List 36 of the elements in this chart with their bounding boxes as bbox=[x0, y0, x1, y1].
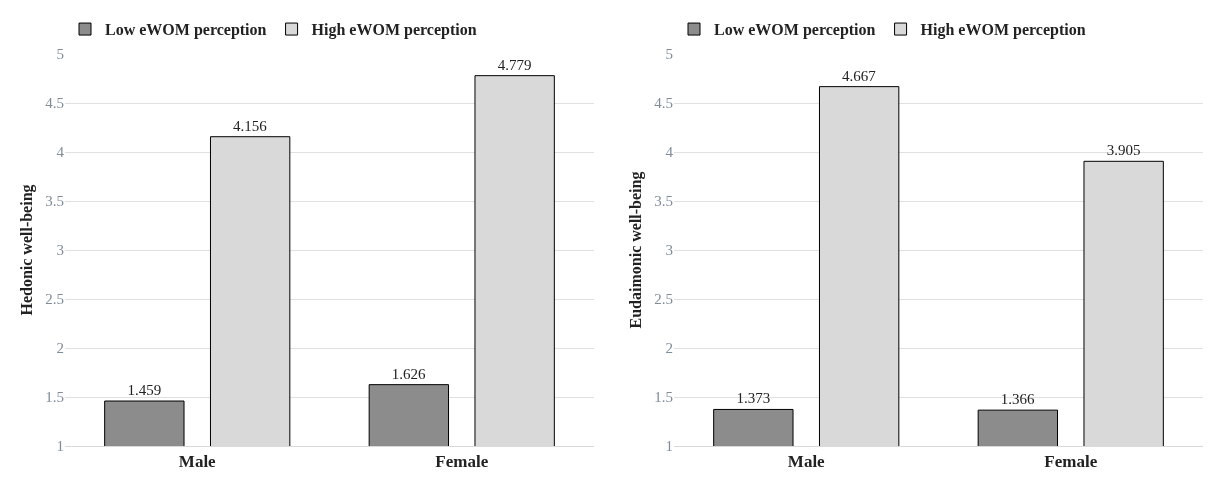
data-label: 4.667 bbox=[842, 67, 877, 84]
y-tick-label: 5 bbox=[56, 46, 64, 63]
y-tick-label: 1 bbox=[665, 438, 673, 455]
y-tick-label: 2.5 bbox=[654, 291, 673, 308]
y-tick-label: 3 bbox=[665, 242, 673, 259]
data-label: 1.373 bbox=[736, 390, 771, 407]
x-tick-label: Female bbox=[1044, 452, 1098, 472]
data-label: 1.626 bbox=[391, 365, 426, 382]
legend-label: Low eWOM perception bbox=[714, 21, 876, 40]
x-tick-label: Female bbox=[435, 452, 489, 472]
y-tick-label: 4 bbox=[665, 144, 674, 161]
data-label: 4.156 bbox=[233, 117, 268, 134]
legend-label: High eWOM perception bbox=[311, 21, 477, 40]
y-axis-title: Eudaimonic well-being bbox=[627, 171, 646, 329]
y-tick-label: 3.5 bbox=[45, 193, 64, 210]
y-tick-label: 4.5 bbox=[654, 95, 673, 112]
data-label: 3.905 bbox=[1106, 142, 1141, 159]
y-tick-label: 1.5 bbox=[654, 389, 673, 406]
y-tick-label: 4 bbox=[56, 144, 65, 161]
y-tick-label: 3.5 bbox=[654, 193, 673, 210]
legend-label: High eWOM perception bbox=[920, 21, 1086, 40]
x-tick-label: Male bbox=[787, 452, 826, 472]
y-tick-label: 1.5 bbox=[45, 389, 64, 406]
y-tick-label: 2.5 bbox=[45, 291, 64, 308]
data-label: 1.459 bbox=[127, 382, 162, 399]
y-axis-title: Hedonic well-being bbox=[18, 184, 37, 316]
legend-label: Low eWOM perception bbox=[105, 21, 267, 40]
y-tick-label: 3 bbox=[56, 242, 64, 259]
data-label: 1.366 bbox=[1000, 391, 1035, 408]
y-tick-label: 5 bbox=[665, 46, 673, 63]
data-label: 4.779 bbox=[497, 56, 532, 73]
y-tick-label: 1 bbox=[56, 438, 64, 455]
y-tick-label: 4.5 bbox=[45, 95, 64, 112]
x-tick-label: Male bbox=[178, 452, 217, 472]
y-tick-label: 2 bbox=[665, 340, 673, 357]
y-tick-label: 2 bbox=[56, 340, 64, 357]
